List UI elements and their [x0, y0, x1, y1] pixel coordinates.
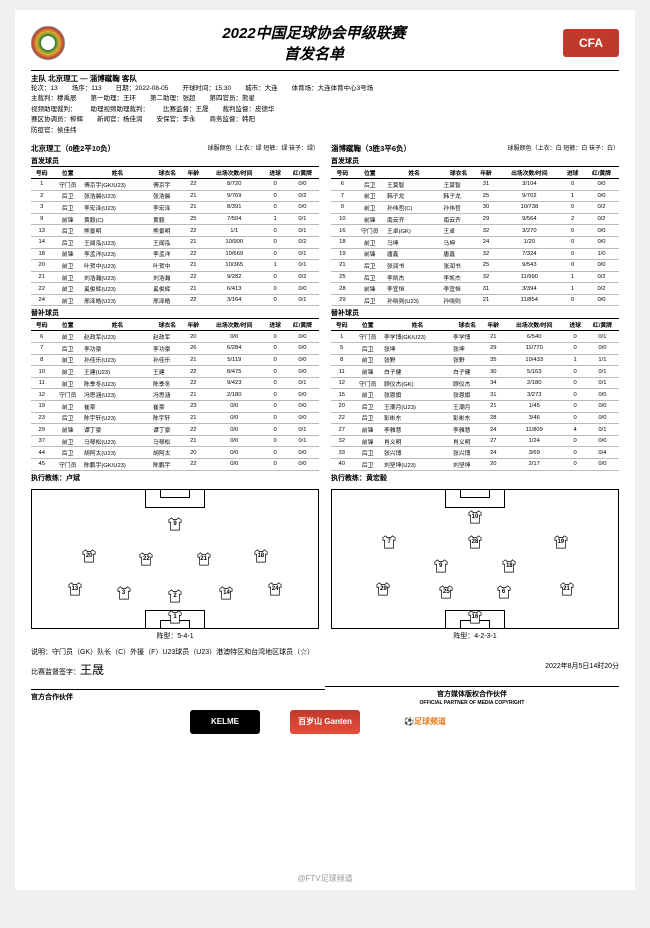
player-row: 12守门员冯思涵(U23)冯思涵212/18000/0	[31, 389, 319, 401]
jersey-icon: 6	[495, 585, 513, 599]
away-team-column: 淄博蹴鞠（3胜3平6负）球服颜色（上衣：白 短裤：白 袜子：白） 首发球员 号码…	[331, 140, 619, 483]
player-row: 5后卫张坤张坤2911/77000/0	[331, 343, 619, 355]
player-row: 24前卫邢泽皓(U23)邢泽皓223/16400/1	[31, 294, 319, 306]
player-row: 12守门员顾仪杰(GK)顾仪杰342/18000/1	[331, 377, 619, 389]
player-row: 2后卫张浩晨(U23)张浩晨219/76900/2	[31, 190, 319, 202]
player-row: 23后卫陈宇轩(U23)陈宇轩210/000/0	[31, 412, 319, 424]
away-subs-table: 号码位置姓名球衣名年龄出场次数/时间进球红/黄牌1守门员李学博(GK/U23)李…	[331, 318, 619, 470]
jersey-icon: 18	[252, 549, 270, 563]
player-row: 22前卫奚俊辉(U23)奚俊辉216/41300/0	[31, 283, 319, 295]
match-header: 主队 北京理工 — 淄博蹴鞠 客队	[31, 70, 619, 84]
legend: 说明：守门员（GK）队长（C）外援（F）U23球员（U23）港澳特区和台湾地区球…	[31, 647, 619, 657]
player-row: 33后卫张兴博张兴博243/6900/4	[331, 447, 619, 459]
jersey-icon: 9	[166, 517, 184, 531]
home-formation-pitch: 1 13 3 2 14 24 20 22 21 18 9	[31, 489, 319, 629]
away-formation-pitch: 16 29 25 6 21 9 18 7 28 19 10	[331, 489, 619, 629]
player-row: 32前锋肖义明肖义明271/2400/0	[331, 435, 619, 447]
match-info: 轮次：13 场序：113 日期：2022-08-05 开球时间：15:30 城市…	[31, 84, 619, 136]
player-row: 7前卫韩子龙韩子龙259/70210/0	[331, 190, 619, 202]
away-starters-table: 号码位置姓名球衣名年龄出场次数/时间进球红/黄牌6后卫王莫智王莫智313/104…	[331, 166, 619, 307]
jersey-icon: 3	[115, 586, 133, 600]
player-row: 25后卫李凯杰李凯杰3211/99010/2	[331, 271, 619, 283]
jersey-icon: 24	[266, 582, 284, 596]
player-row: 16守门员王卓(GK)王卓323/27000/0	[331, 225, 619, 237]
player-row: 19前锋唐鑫唐鑫327/32401/0	[331, 248, 619, 260]
kelme-logo: KELME	[190, 710, 260, 734]
sheet-title: 首发名单	[222, 43, 405, 64]
signature: 王晟	[80, 663, 104, 677]
player-row: 3后卫李宏泽(U23)李宏泽218/39100/0	[31, 202, 319, 214]
jersey-icon: 10	[466, 510, 484, 524]
home-subs-table: 号码位置姓名球衣名年龄出场次数/时间进球红/黄牌6前卫赵政军(U23)赵政军20…	[31, 318, 319, 470]
player-row: 11前锋白子健白子健305/16300/1	[331, 366, 619, 378]
home-team-column: 北京理工（0胜2平10负）球服颜色（上衣：绿 短裤：绿 袜子：绿） 首发球员 号…	[31, 140, 319, 483]
player-row: 9前锋黄毅(C)黄毅257/50410/1	[31, 213, 319, 225]
partner-right-label: 官方媒体版权合作伙伴	[437, 691, 507, 698]
player-row: 11前卫陈季冬(U23)陈季冬229/42300/1	[31, 377, 319, 389]
player-row: 15前卫张恩旗张恩旗313/27300/0	[331, 389, 619, 401]
player-row: 9前卫孙伟哲(C)孙伟哲3010/73800/2	[331, 202, 619, 214]
player-row: 21前卫刘浩瀚(U23)刘浩瀚229/28200/2	[31, 271, 319, 283]
jersey-icon: 16	[466, 610, 484, 624]
ganten-logo: 百岁山 Ganten	[290, 710, 360, 734]
jersey-icon: 13	[66, 582, 84, 596]
player-row: 1守门员李学博(GK/U23)李学博216/54000/1	[331, 331, 619, 343]
league-title: 2022中国足球协会甲级联赛	[222, 22, 405, 43]
player-row: 6后卫王莫智王莫智313/10400/0	[331, 178, 619, 190]
cfa-league-logo	[31, 26, 65, 60]
ftv-logo: ⚽ 足球频道	[390, 710, 460, 734]
cfa-badge: CFA	[563, 29, 619, 57]
jersey-icon: 1	[166, 610, 184, 624]
jersey-icon: 7	[380, 535, 398, 549]
player-row: 10前锋南云齐南云齐299/56420/2	[331, 213, 619, 225]
player-row: 19前卫崔豪崔豪230/000/0	[31, 401, 319, 413]
player-row: 45守门员陈鹏宇(GK/U23)陈鹏宇220/000/0	[31, 459, 319, 471]
jersey-icon: 21	[558, 582, 576, 596]
player-row: 27前锋李雅慧李雅慧2411/80940/1	[331, 424, 619, 436]
partner-left-label: 官方合作伙伴	[31, 689, 325, 702]
player-row: 7后卫李功豪李功豪266/28400/0	[31, 343, 319, 355]
player-row: 37前卫马琴松(U23)马琴松210/000/1	[31, 435, 319, 447]
jersey-icon: 19	[552, 535, 570, 549]
player-row: 29后卫孙晓则(U23)孙晓则2111/85400/0	[331, 294, 619, 306]
player-row: 14后卫王闻泓(U23)王闻泓2110/90000/2	[31, 236, 319, 248]
player-row: 10前卫王建(U23)王建228/47500/0	[31, 366, 319, 378]
jersey-icon: 28	[466, 535, 484, 549]
player-row: 20前卫叶贺中(U23)叶贺中2110/36510/1	[31, 260, 319, 272]
jersey-icon: 22	[137, 552, 155, 566]
player-row: 28前锋李宜恒李宜恒313/39410/2	[331, 283, 619, 295]
player-row: 44后卫胡阿太(U23)胡阿太200/000/0	[31, 447, 319, 459]
jersey-icon: 14	[217, 586, 235, 600]
player-row: 6前卫赵政军(U23)赵政军200/000/0	[31, 331, 319, 343]
jersey-icon: 2	[166, 589, 184, 603]
jersey-icon: 9	[432, 559, 450, 573]
player-row: 20后卫王潮月(U23)王潮月211/4500/0	[331, 401, 619, 413]
player-row: 1守门员傅京宇(GK/U23)傅京宇228/72000/0	[31, 178, 319, 190]
player-row: 22后卫彭彬东彭彬东283/4600/0	[331, 412, 619, 424]
player-row: 29前锋谭丁豪谭丁豪220/000/1	[31, 424, 319, 436]
home-starters-table: 号码位置姓名球衣名年龄出场次数/时间进球红/黄牌1守门员傅京宇(GK/U23)傅…	[31, 166, 319, 307]
player-row: 21后卫张润书张润书259/54300/0	[331, 260, 619, 272]
jersey-icon: 25	[437, 585, 455, 599]
player-row: 8前卫张野张野3510/43311/1	[331, 354, 619, 366]
watermark: @FTV足球频道	[297, 873, 352, 884]
player-row: 18前锋李孟洋(U23)李孟洋2210/66900/1	[31, 248, 319, 260]
sign-date: 2022年8月5日14时20分	[545, 661, 619, 678]
signature-label: 比赛监督签字：	[31, 669, 80, 676]
jersey-icon: 29	[374, 582, 392, 596]
jersey-icon: 18	[500, 559, 518, 573]
player-row: 8前卫孙佳乐(U23)孙佳乐215/11900/0	[31, 354, 319, 366]
player-row: 13后卫熊景明熊景明221/100/1	[31, 225, 319, 237]
player-row: 18前卫马坤马坤241/2000/0	[331, 236, 619, 248]
jersey-icon: 21	[195, 552, 213, 566]
jersey-icon: 20	[80, 549, 98, 563]
player-row: 40后卫刘坚坤(U23)刘坚坤202/1700/0	[331, 459, 619, 471]
